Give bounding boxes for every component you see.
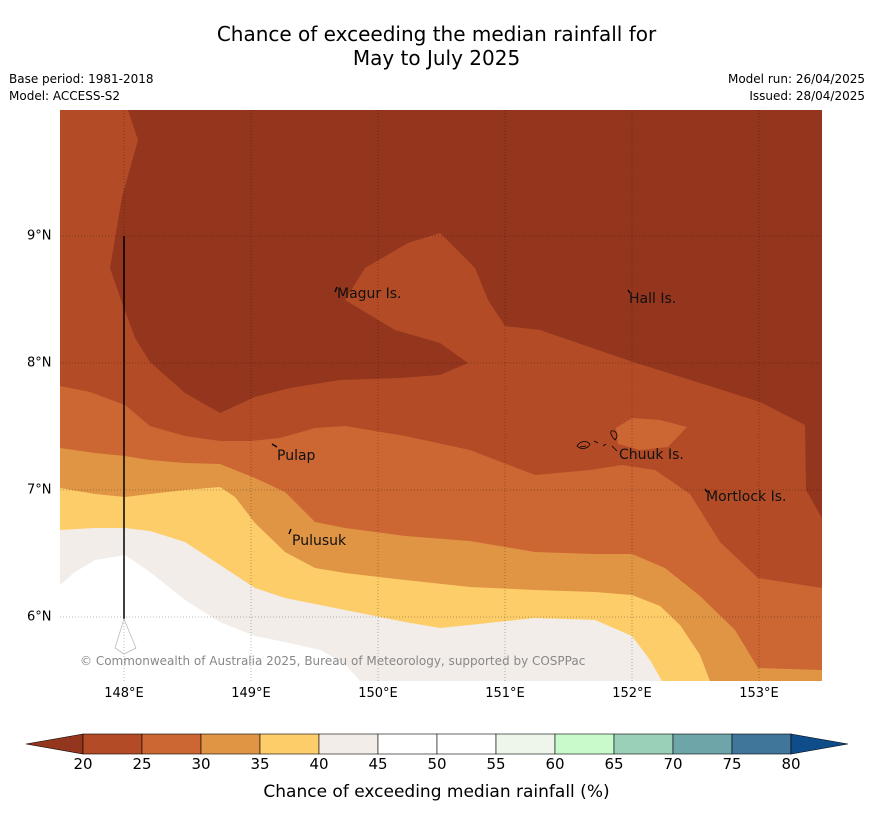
place-label: Mortlock Is. [706, 489, 786, 505]
colorbar-tick-label: 60 [545, 755, 565, 773]
colorbar-tick-label: 40 [309, 755, 329, 773]
colorbar-segment [436, 733, 497, 755]
map-title: Chance of exceeding the median rainfall … [0, 22, 873, 70]
issued-date: Issued: 28/04/2025 [749, 89, 865, 103]
contour-below-20 [110, 110, 822, 518]
meta-left: Base period: 1981-2018 Model: ACCESS-S2 [9, 71, 154, 105]
magur-island-shape [334, 286, 338, 293]
longitude-label: 152°E [612, 686, 652, 701]
colorbar-tick-label: 55 [486, 755, 506, 773]
place-label: Magur Is. [337, 286, 402, 302]
colorbar-segment [318, 733, 379, 755]
pulap-island-shape [271, 443, 278, 448]
colorbar-segment [141, 733, 202, 755]
latitude-label: 6°N [27, 609, 52, 625]
colorbar-segment [82, 733, 143, 755]
copyright-notice: © Commonwealth of Australia 2025, Bureau… [80, 654, 585, 668]
longitude-label: 149°E [231, 686, 271, 701]
colorbar-tick-label: 45 [368, 755, 388, 773]
place-label: Hall Is. [629, 291, 676, 307]
latitude-label: 8°N [27, 355, 52, 371]
colorbar-tick-label: 50 [427, 755, 447, 773]
hall-island-shape [627, 289, 631, 294]
longitude-label: 148°E [104, 686, 144, 701]
place-label: Pulusuk [292, 533, 347, 549]
colorbar-under-arrow [25, 733, 84, 755]
colorbar-segment [495, 733, 556, 755]
title-line-1: Chance of exceeding the median rainfall … [216, 22, 657, 46]
model-name: Model: ACCESS-S2 [9, 89, 121, 103]
model-run: Model run: 26/04/2025 [727, 72, 865, 86]
latitude-label: 9°N [27, 228, 52, 244]
colorbar-tick-label: 35 [250, 755, 270, 773]
place-label: Pulap [277, 448, 316, 464]
colorbar-tick-label: 80 [781, 755, 801, 773]
title-line-2: May to July 2025 [352, 46, 521, 70]
colorbar-tick-label: 20 [73, 755, 93, 773]
colorbar [25, 733, 849, 755]
colorbar-segment [613, 733, 674, 755]
place-label: Chuuk Is. [619, 447, 684, 463]
colorbar-segment [377, 733, 438, 755]
boundary-line [114, 236, 137, 655]
colorbar-segment [200, 733, 261, 755]
colorbar-tick-label: 70 [663, 755, 683, 773]
colorbar-tick-label: 65 [604, 755, 624, 773]
contour-blob-chuuk [616, 418, 687, 450]
colorbar-segment [731, 733, 792, 755]
longitude-label: 153°E [739, 686, 779, 701]
meta-right: Model run: 26/04/2025 Issued: 28/04/2025 [728, 71, 865, 105]
longitude-label: 150°E [358, 686, 398, 701]
colorbar-tick-label: 25 [132, 755, 152, 773]
base-period: Base period: 1981-2018 [9, 72, 154, 86]
colorbar-segment [672, 733, 733, 755]
latitude-label: 7°N [27, 482, 52, 498]
contour-45-55 [60, 555, 360, 681]
colorbar-over-arrow [790, 733, 849, 755]
mortlock-island-shape [704, 488, 708, 493]
rainfall-contours [60, 110, 822, 681]
colorbar-label: Chance of exceeding median rainfall (%) [263, 782, 610, 802]
pulusuk-island-shape [288, 528, 292, 535]
colorbar-tick-label: 30 [191, 755, 211, 773]
islands [271, 286, 708, 535]
colorbar-segment [259, 733, 320, 755]
longitude-label: 151°E [485, 686, 525, 701]
chuuk-lagoon-shape [576, 430, 618, 452]
colorbar-tick-label: 75 [722, 755, 742, 773]
colorbar-segment [554, 733, 615, 755]
